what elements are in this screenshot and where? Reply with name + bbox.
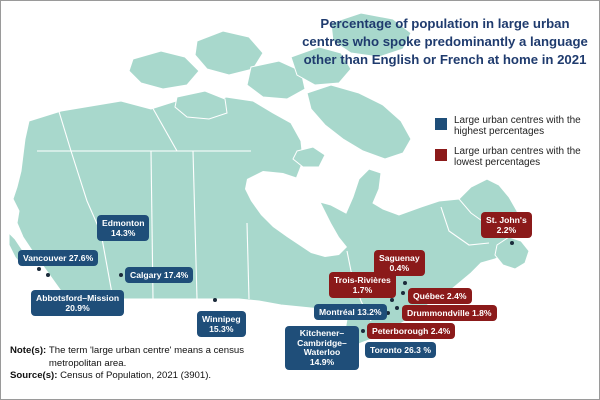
city-name: Toronto	[370, 345, 402, 355]
note-label: Note(s):	[10, 345, 47, 356]
ellesmere-island	[330, 12, 412, 58]
city-label-quebec: Québec 2.4%	[408, 288, 472, 304]
city-value: 1.7%	[352, 285, 373, 295]
city-label-toronto: Toronto 26.3 %	[365, 342, 436, 358]
city-label-drummondville: Drummondville 1.8%	[402, 305, 497, 321]
baffin-island	[306, 84, 412, 160]
figure-title: Percentage of population in large urban …	[302, 16, 588, 67]
city-value: 1.8%	[471, 308, 492, 318]
note-text: The term 'large urban centre' means a ce…	[48, 345, 245, 369]
city-value: 13.2%	[357, 307, 382, 317]
city-dot-peterborough	[361, 329, 365, 333]
city-value: 20.9%	[65, 303, 90, 313]
legend-swatch-lowest	[435, 149, 447, 161]
legend-swatch-highest	[435, 118, 447, 130]
city-name: Québec	[413, 291, 445, 301]
legend-item-highest: Large urban centres with the highest per…	[435, 115, 595, 137]
city-label-montreal: Montréal 13.2%	[314, 304, 387, 320]
city-value: 14.9%	[309, 356, 335, 367]
city-label-saguenay: Saguenay 0.4%	[374, 250, 425, 276]
city-value: 15.3%	[209, 324, 234, 334]
legend-label-lowest: Large urban centres with the lowest perc…	[454, 146, 581, 168]
hudson-bay	[245, 171, 347, 257]
city-label-peterborough: Peterborough 2.4%	[367, 323, 456, 339]
border-nwt-nunavut	[150, 104, 178, 152]
city-name: St. John's	[486, 215, 527, 225]
city-dot-stjohns	[510, 241, 514, 245]
city-dot-drummondville	[395, 306, 399, 310]
arctic-island-3	[246, 60, 306, 100]
city-name: Abbotsford–Mission	[36, 293, 120, 303]
city-value: 2.4%	[430, 326, 451, 336]
city-name: Edmonton	[102, 218, 145, 228]
source-text: Census of Population, 2021 (3901).	[60, 370, 212, 381]
border-bc-ab	[70, 150, 114, 300]
city-name: Trois-Rivières	[334, 275, 391, 285]
southampton-island	[292, 146, 326, 168]
source-label: Source(s):	[10, 370, 58, 381]
border-mb-on	[246, 222, 250, 300]
city-value: 2.2%	[496, 225, 517, 235]
city-label-winnipeg: Winnipeg 15.3%	[197, 311, 246, 337]
city-dot-calgary	[119, 273, 123, 277]
source-line: Source(s): Census of Population, 2021 (3…	[10, 370, 299, 383]
newfoundland-island	[494, 236, 530, 270]
city-value: 17.4%	[163, 270, 189, 280]
city-label-abbotsford: Abbotsford–Mission 20.9%	[31, 290, 125, 316]
city-dot-abbotsford	[46, 273, 50, 277]
note-line: Note(s): The term 'large urban centre' m…	[10, 345, 299, 370]
border-qc-labrador	[440, 206, 490, 246]
city-value: 26.3 %	[404, 345, 431, 355]
border-yukon-nwt	[56, 104, 72, 152]
city-name: Kitchener–Cambridge–Waterloo	[297, 328, 347, 357]
figure-notes: Note(s): The term 'large urban centre' m…	[10, 345, 299, 383]
city-dot-winnipeg	[213, 298, 217, 302]
city-label-vancouver: Vancouver 27.6%	[18, 250, 99, 266]
city-value: 2.4%	[446, 291, 467, 301]
legend: Large urban centres with the highest per…	[435, 115, 595, 177]
city-dot-montreal	[386, 311, 390, 315]
city-label-edmonton: Edmonton 14.3%	[97, 215, 150, 241]
city-name: Peterborough	[372, 326, 429, 336]
city-name: Vancouver	[23, 253, 67, 263]
city-dot-quebec	[401, 291, 405, 295]
city-name: Drummondville	[407, 308, 470, 318]
city-dot-saguenay	[403, 281, 407, 285]
city-name: Saguenay	[379, 253, 420, 263]
city-label-stjohns: St. John's 2.2%	[481, 212, 532, 238]
legend-label-highest: Large urban centres with the highest per…	[454, 115, 581, 137]
city-value: 0.4%	[389, 263, 410, 273]
city-dot-vancouver	[37, 267, 41, 271]
arctic-island-4	[290, 46, 352, 86]
city-label-troisrivieres: Trois-Rivières 1.7%	[329, 272, 396, 298]
city-label-kitchener: Kitchener–Cambridge–Waterloo 14.9%	[285, 326, 359, 370]
legend-item-lowest: Large urban centres with the lowest perc…	[435, 146, 595, 168]
city-value: 27.6%	[68, 253, 94, 263]
city-name: Montréal	[319, 307, 355, 317]
city-value: 14.3%	[111, 228, 136, 238]
city-dot-troisrivieres	[390, 298, 394, 302]
city-label-calgary: Calgary 17.4%	[125, 267, 194, 283]
city-name: Calgary	[130, 270, 162, 280]
city-name: Winnipeg	[202, 314, 241, 324]
victoria-island	[174, 90, 228, 120]
border-sk-mb	[192, 150, 198, 300]
arctic-island-1	[128, 50, 200, 90]
